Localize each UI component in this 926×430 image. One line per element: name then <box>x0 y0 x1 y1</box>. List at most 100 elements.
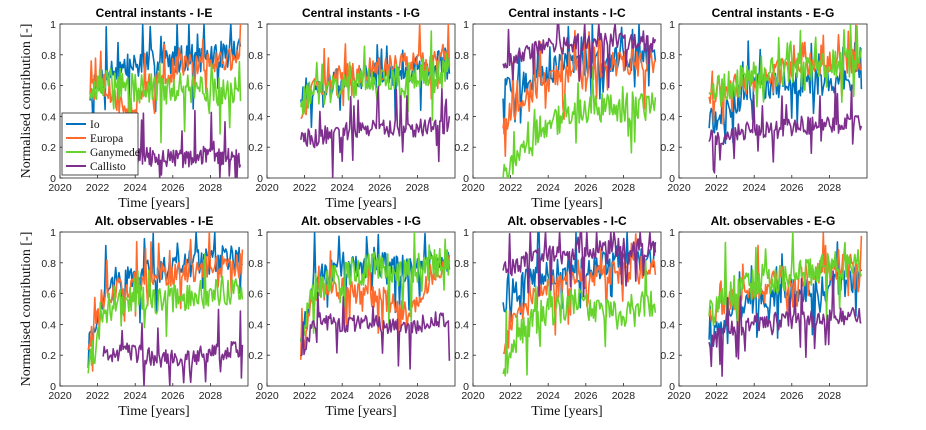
x-axis-label: Time [years] <box>118 196 189 211</box>
x-tick-label: 2020 <box>255 182 279 194</box>
y-tick-label: 0.2 <box>660 142 675 154</box>
y-tick-label: 1 <box>257 227 263 239</box>
y-tick-label: 0.6 <box>41 289 56 301</box>
y-tick-label: 0 <box>463 173 469 185</box>
series-line-ganymede <box>708 232 863 327</box>
chart-title: Alt. observables - I-G <box>301 214 421 228</box>
legend: Io Europa Ganymede Callisto <box>61 112 140 176</box>
y-tick-label: 0.8 <box>41 50 56 62</box>
y-tick-label: 1 <box>50 227 56 239</box>
y-tick-label: 0 <box>463 381 469 393</box>
x-tick-label: 2028 <box>406 182 430 194</box>
chart-panel-7: Alt. observables - I-C 2020 2022 2024 2026 20… <box>454 214 662 419</box>
y-tick-label: 0 <box>669 381 675 393</box>
x-axis-label: Time [years] <box>531 196 602 211</box>
chart-panel-4: Central instants - E-G 2020 2022 2024 2026 20… <box>660 6 868 194</box>
y-tick-label: 1 <box>50 19 56 31</box>
y-tick-label: 0.6 <box>454 81 469 93</box>
y-tick-label: 0 <box>50 173 56 185</box>
y-tick-label: 0.2 <box>41 142 56 154</box>
x-tick-label: 2024 <box>124 182 148 194</box>
x-tick-label: 2024 <box>124 390 148 402</box>
chart-panel-5: Alt. observables - I-E 2020 2022 2024 2026 20… <box>19 214 249 419</box>
y-axis-label: Normalised contribution [-] <box>19 232 34 387</box>
y-tick-label: 0.2 <box>454 142 469 154</box>
y-tick-label: 0.4 <box>660 111 675 123</box>
y-tick-label: 0.2 <box>41 350 56 362</box>
chart-panel-6: Alt. observables - I-G 2020 2022 2024 2026 20… <box>248 214 456 419</box>
y-tick-label: 1 <box>463 227 469 239</box>
x-tick-label: 2026 <box>161 182 185 194</box>
x-tick-label: 2026 <box>574 182 598 194</box>
y-tick-label: 0.4 <box>660 319 675 331</box>
x-tick-label: 2024 <box>331 182 355 194</box>
y-tick-label: 0.8 <box>660 258 675 270</box>
series-line-callisto <box>708 84 863 174</box>
x-tick-label: 2026 <box>368 390 392 402</box>
x-tick-label: 2022 <box>86 182 110 194</box>
y-tick-label: 0.6 <box>248 289 263 301</box>
x-axis-label: Time [years] <box>118 404 189 419</box>
x-tick-label: 2026 <box>574 390 598 402</box>
x-tick-label: 2026 <box>368 182 392 194</box>
y-tick-label: 0.6 <box>41 81 56 93</box>
series-line-io <box>300 232 451 342</box>
chart-panel-3: Central instants - I-C 2020 2022 2024 2026 20… <box>454 6 662 211</box>
x-tick-label: 2024 <box>537 182 561 194</box>
series-line-ganymede <box>708 24 863 108</box>
y-tick-label: 0 <box>257 173 263 185</box>
x-axis-label: Time [years] <box>325 196 396 211</box>
series-line-ganymede <box>300 232 451 345</box>
y-tick-label: 0.6 <box>660 289 675 301</box>
x-tick-label: 2022 <box>705 390 729 402</box>
x-tick-label: 2028 <box>818 182 842 194</box>
y-tick-label: 0.2 <box>660 350 675 362</box>
x-tick-label: 2024 <box>331 390 355 402</box>
y-tick-label: 0.4 <box>41 111 56 123</box>
chart-panel-8: Alt. observables - E-G 2020 2022 2024 2026 20… <box>660 214 868 402</box>
y-tick-label: 1 <box>669 19 675 31</box>
x-tick-label: 2026 <box>780 390 804 402</box>
x-tick-label: 2022 <box>293 182 317 194</box>
plot-area <box>266 23 456 179</box>
series-line-europa <box>502 233 657 355</box>
series-line-callisto <box>502 232 657 298</box>
series-line-callisto <box>708 270 862 377</box>
x-tick-label: 2022 <box>499 390 523 402</box>
y-tick-label: 0.8 <box>41 258 56 270</box>
y-tick-label: 0.8 <box>248 258 263 270</box>
y-tick-label: 0.2 <box>248 350 263 362</box>
x-tick-label: 2020 <box>255 390 279 402</box>
x-tick-label: 2022 <box>293 390 317 402</box>
chart-title: Central instants - E-G <box>712 6 835 20</box>
series-line-europa <box>89 24 242 121</box>
y-tick-label: 0.8 <box>454 50 469 62</box>
x-tick-label: 2020 <box>48 182 72 194</box>
series-line-europa <box>87 232 244 372</box>
y-tick-label: 0.4 <box>41 319 56 331</box>
series-line-ganymede <box>89 60 242 144</box>
series-line-ganymede <box>87 252 244 374</box>
x-tick-label: 2020 <box>461 390 485 402</box>
y-tick-label: 0.2 <box>454 350 469 362</box>
legend-label-io: Io <box>90 119 100 131</box>
series-line-callisto <box>300 85 451 178</box>
x-tick-label: 2020 <box>48 390 72 402</box>
y-tick-label: 1 <box>463 19 469 31</box>
series-line-ganymede <box>502 259 657 377</box>
y-tick-label: 0.8 <box>660 50 675 62</box>
x-tick-label: 2024 <box>743 390 767 402</box>
y-tick-label: 0.6 <box>248 81 263 93</box>
x-tick-label: 2028 <box>612 390 636 402</box>
chart-title: Central instants - I-C <box>508 6 626 20</box>
x-tick-label: 2022 <box>499 182 523 194</box>
x-tick-label: 2024 <box>743 182 767 194</box>
y-tick-label: 0.4 <box>248 111 263 123</box>
y-tick-label: 0 <box>50 381 56 393</box>
x-tick-label: 2026 <box>780 182 804 194</box>
x-axis-label: Time [years] <box>325 404 396 419</box>
series-line-ganymede <box>502 65 657 178</box>
series-line-callisto <box>102 308 244 386</box>
y-tick-label: 0.6 <box>660 81 675 93</box>
